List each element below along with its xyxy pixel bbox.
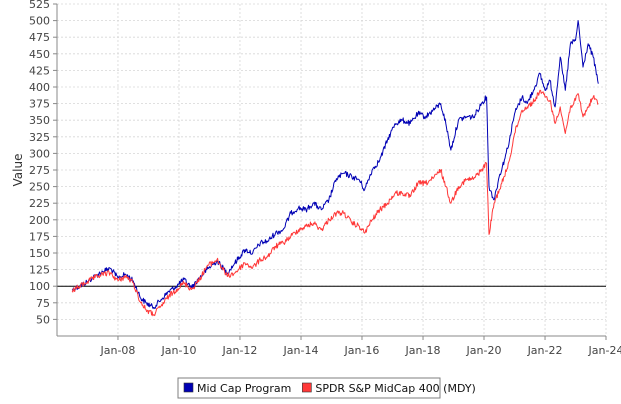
y-tick-label: 300 <box>29 147 50 160</box>
y-tick-label: 50 <box>36 313 50 326</box>
y-tick-label: 275 <box>29 164 50 177</box>
gridlines <box>57 3 607 336</box>
y-tick-label: 425 <box>29 64 50 77</box>
x-tick-label: Jan-20 <box>466 344 502 357</box>
x-tick-label: Jan-12 <box>222 344 258 357</box>
x-tick-label: Jan-18 <box>405 344 441 357</box>
y-tick-label: 525 <box>29 0 50 11</box>
y-axis-ticks: 50 75 100 125 150 175 200 225 250 275 300 325 350 375… <box>29 0 57 326</box>
y-tick-label: 200 <box>29 214 50 227</box>
y-tick-label: 475 <box>29 31 50 44</box>
y-tick-label: 175 <box>29 230 50 243</box>
y-tick-label: 250 <box>29 181 50 194</box>
y-tick-label: 350 <box>29 114 50 127</box>
y-tick-label: 450 <box>29 48 50 61</box>
y-tick-label: 500 <box>29 15 50 28</box>
x-tick-label: Jan-24 <box>588 344 621 357</box>
y-tick-label: 400 <box>29 81 50 94</box>
x-axis-ticks: Jan-08 Jan-10 Jan-12 Jan-14 Jan-16 Jan-18 Jan-… <box>99 336 621 357</box>
legend-label-1: SPDR S&P MidCap 400 (MDY) <box>315 382 476 395</box>
y-tick-label: 125 <box>29 264 50 277</box>
x-tick-label: Jan-22 <box>527 344 563 357</box>
x-tick-label: Jan-16 <box>344 344 380 357</box>
legend-swatch-1 <box>302 382 312 393</box>
y-tick-label: 225 <box>29 197 50 210</box>
legend: Mid Cap Program SPDR S&P MidCap 400 (MDY) <box>177 377 476 399</box>
x-tick-label: Jan-08 <box>99 344 135 357</box>
x-tick-label: Jan-10 <box>161 344 197 357</box>
series-line-1 <box>71 89 599 317</box>
x-tick-label: Jan-14 <box>283 344 319 357</box>
y-tick-label: 100 <box>29 280 50 293</box>
series-line-0 <box>71 20 599 310</box>
y-tick-label: 375 <box>29 98 50 111</box>
y-tick-label: 150 <box>29 247 50 260</box>
legend-swatch-0 <box>183 382 194 393</box>
y-axis-title: Value <box>11 154 25 187</box>
legend-label-0: Mid Cap Program <box>197 382 291 395</box>
series-layer <box>71 20 599 317</box>
y-tick-label: 325 <box>29 131 50 144</box>
y-tick-label: 75 <box>36 297 50 310</box>
